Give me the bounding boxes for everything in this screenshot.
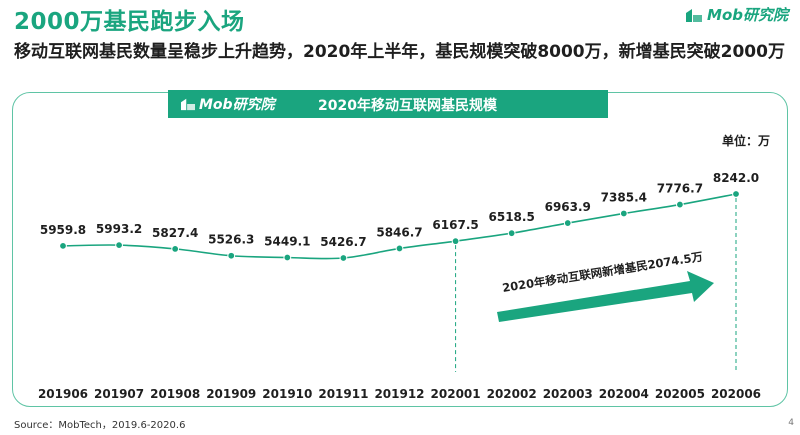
- brand-logo: Mob研究院: [685, 4, 788, 25]
- page-subtitle: 移动互联网基民数量呈稳步上升趋势，2020年上半年，基民规模突破8000万，新增…: [14, 42, 785, 62]
- x-tick-label: 201906: [38, 387, 88, 401]
- mob-logo-icon: [686, 8, 703, 22]
- x-tick-label: 201908: [150, 387, 200, 401]
- brand-name: Mob研究院: [707, 6, 788, 24]
- data-label: 5993.2: [96, 222, 142, 236]
- data-label: 7776.7: [657, 182, 703, 196]
- unit-label: 单位：万: [721, 134, 770, 148]
- page-number: 4: [788, 418, 794, 428]
- x-tick-label: 201912: [374, 387, 424, 401]
- chart-header: Mob研究院 2020年移动互联网基民规模: [168, 90, 608, 118]
- data-label: 5959.8: [40, 223, 86, 237]
- data-point: [227, 251, 236, 260]
- data-point: [451, 237, 460, 246]
- data-point: [676, 200, 684, 209]
- data-point: [619, 209, 628, 218]
- mob-logo-icon: [181, 98, 195, 111]
- data-label: 5426.7: [320, 235, 366, 249]
- data-label: 6167.5: [432, 218, 478, 232]
- data-point: [732, 190, 740, 198]
- data-point: [507, 229, 516, 238]
- x-tick-label: 202003: [543, 387, 593, 401]
- data-point: [171, 244, 180, 253]
- data-label: 5526.3: [208, 233, 254, 247]
- page-title: 2000万基民跑步入场: [14, 9, 245, 35]
- data-point: [563, 219, 572, 227]
- x-tick-label: 202005: [655, 387, 705, 401]
- data-label: 5449.1: [264, 234, 310, 248]
- data-label: 8242.0: [713, 171, 759, 185]
- x-tick-label: 202006: [711, 387, 761, 401]
- x-tick-label: 201907: [94, 387, 144, 401]
- x-tick-label: 201909: [206, 387, 256, 401]
- data-label: 5846.7: [376, 225, 422, 239]
- data-point: [339, 254, 348, 262]
- x-tick-label: 202004: [599, 387, 649, 401]
- data-point: [115, 241, 123, 250]
- data-label: 5827.4: [152, 226, 198, 240]
- data-label: 6963.9: [545, 200, 591, 214]
- data-point: [59, 241, 67, 250]
- data-point: [395, 244, 404, 253]
- source-note: Source：MobTech，2019.6-2020.6: [14, 420, 186, 431]
- x-tick-label: 201911: [318, 387, 368, 401]
- growth-arrow: [497, 271, 714, 322]
- data-point: [283, 253, 292, 262]
- x-tick-label: 202001: [431, 387, 481, 401]
- chart-header-brand: Mob研究院: [199, 97, 275, 113]
- data-label: 6518.5: [489, 210, 535, 224]
- chart-title: 2020年移动互联网基民规模: [318, 98, 497, 114]
- chart-header-logo: Mob研究院: [180, 94, 275, 114]
- data-label: 7385.4: [601, 190, 647, 204]
- x-tick-label: 202002: [487, 387, 537, 401]
- x-tick-label: 201910: [262, 387, 312, 401]
